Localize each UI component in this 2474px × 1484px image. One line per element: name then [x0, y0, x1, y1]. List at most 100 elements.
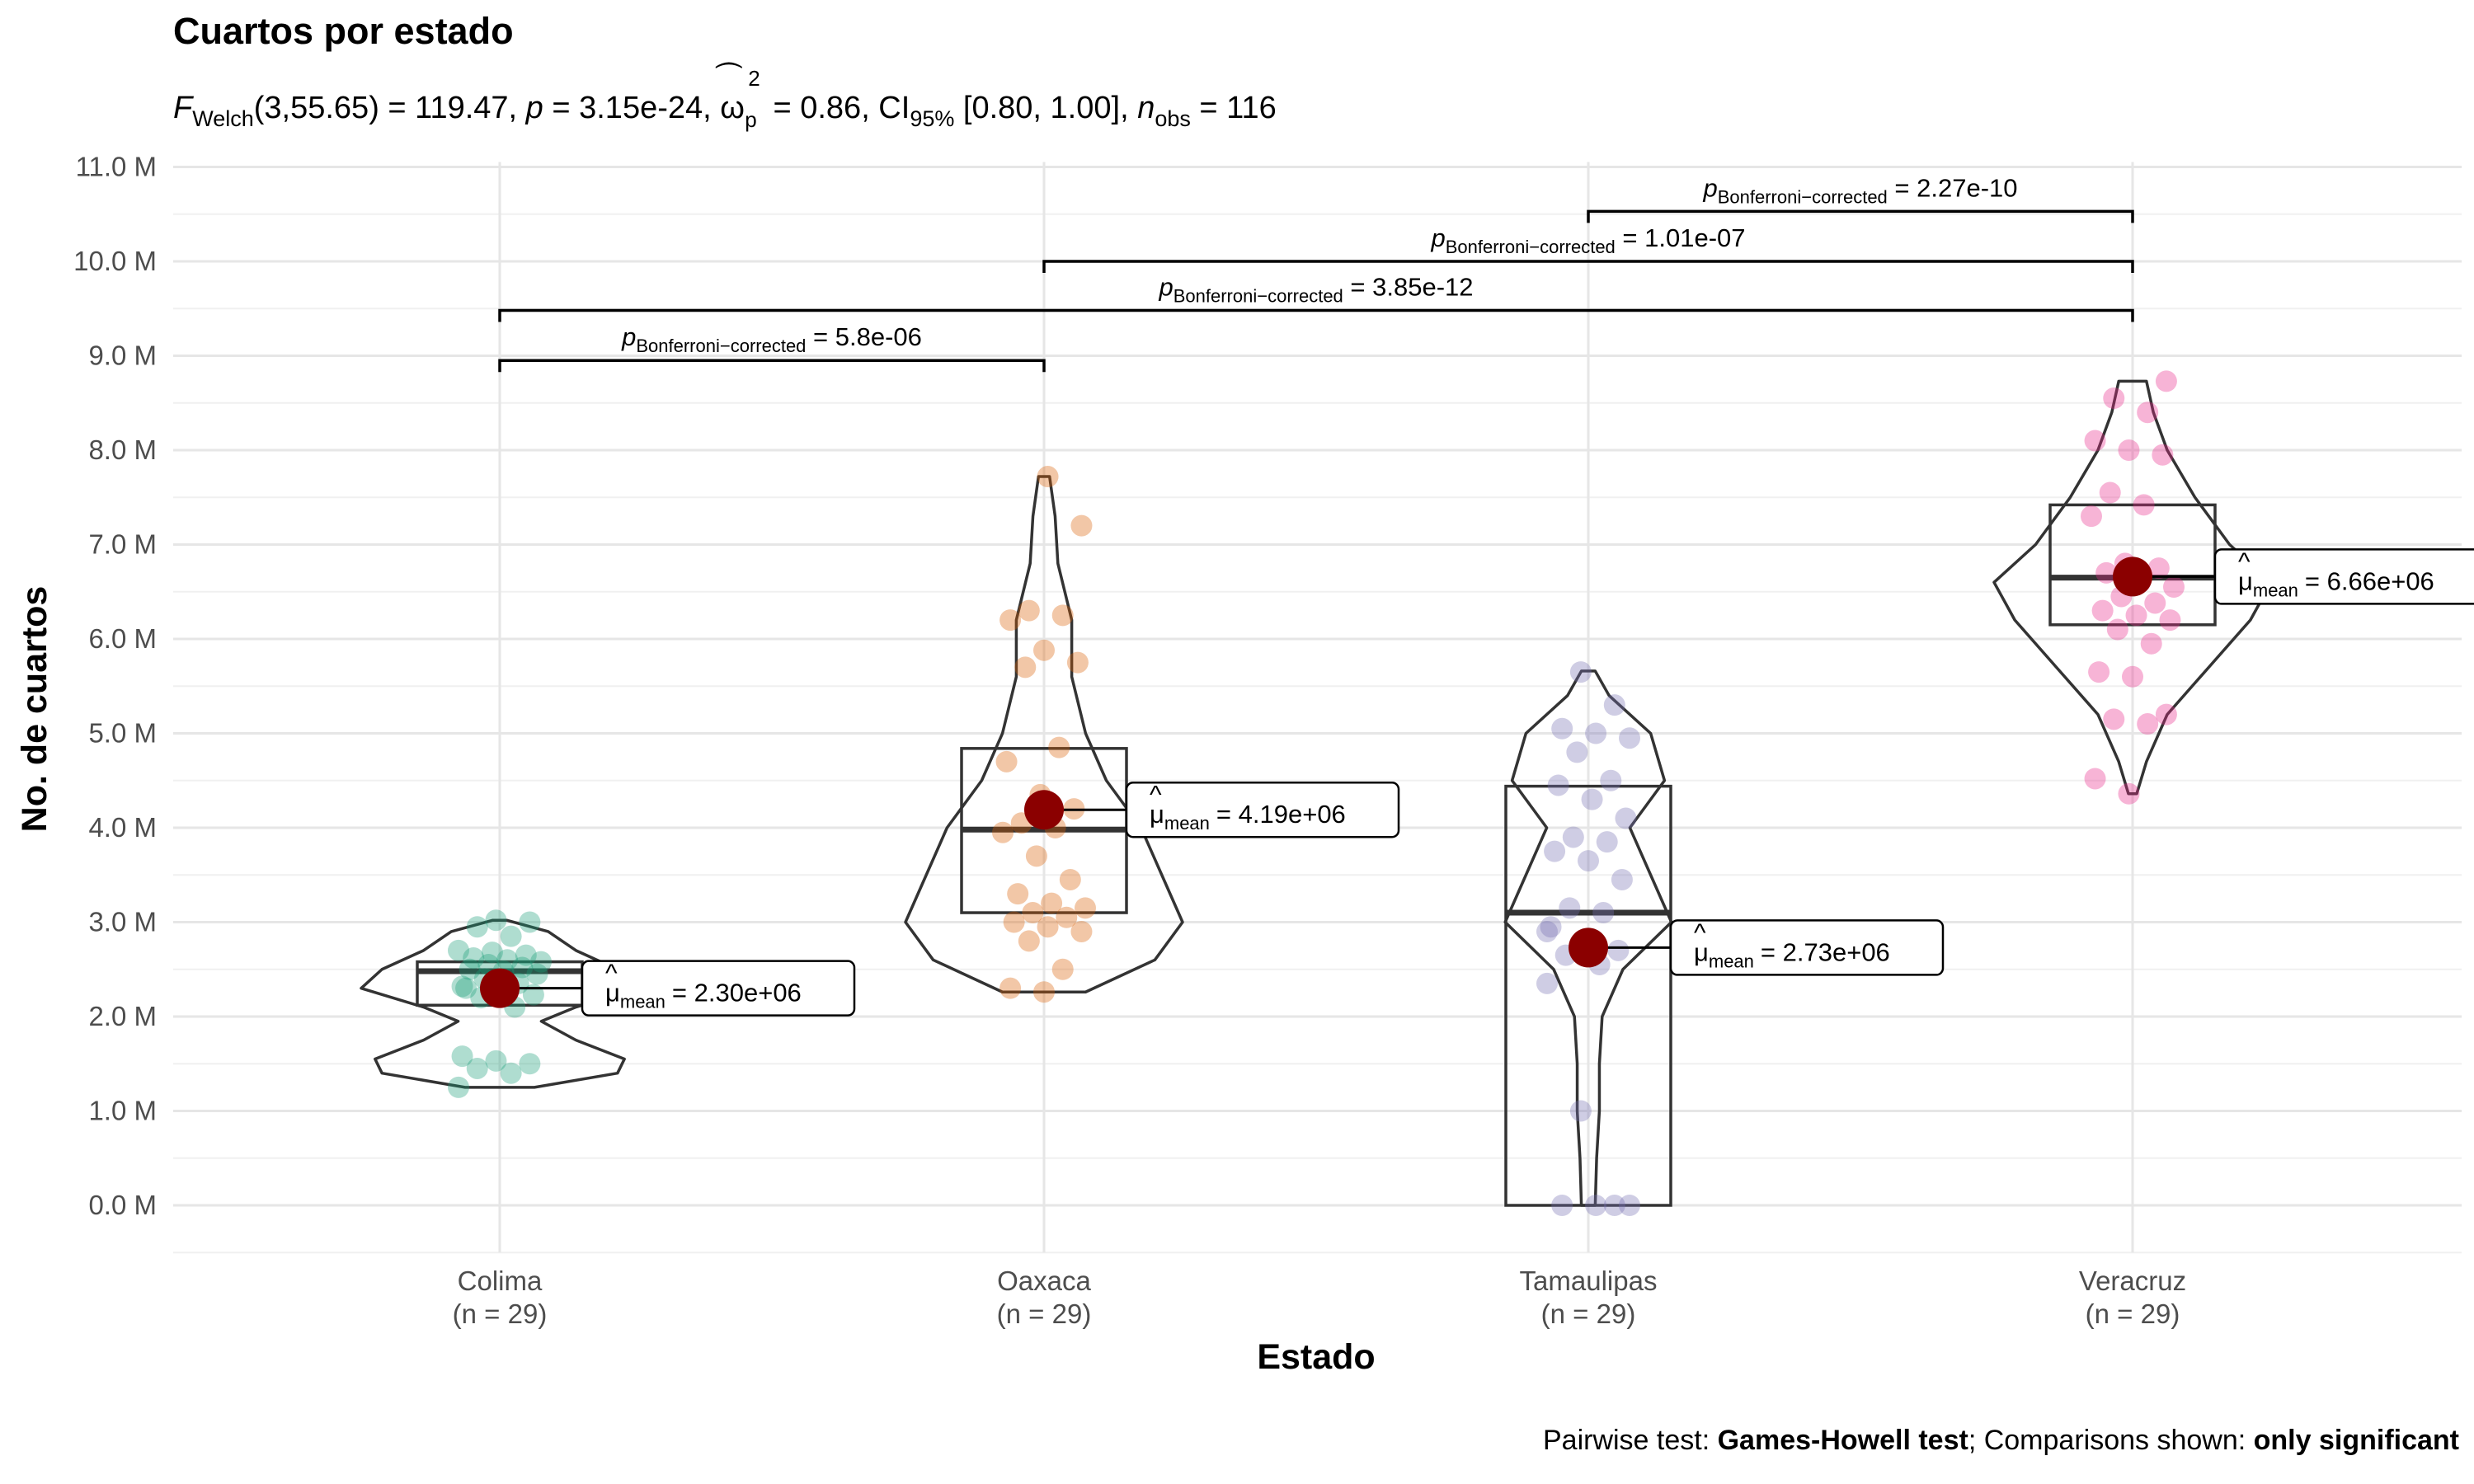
data-point — [2152, 444, 2174, 466]
data-point — [1547, 774, 1569, 796]
mean-label-tamaulipas: μmean = 2.73e+06 — [1694, 937, 1890, 971]
data-point — [995, 750, 1018, 773]
data-point — [1022, 902, 1044, 924]
data-point — [2118, 439, 2140, 461]
axis-layer: 0.0 M 1.0 M 2.0 M 3.0 M 4.0 M 5.0 M 6.0 M 7.0 M… — [73, 152, 2186, 1330]
comparison-sub: Bonferroni−corrected — [1446, 237, 1616, 257]
data-point — [1585, 1195, 1607, 1216]
x-tick-label: Colima — [458, 1266, 543, 1296]
omega-sub: p — [745, 107, 757, 132]
data-point — [1041, 892, 1063, 914]
comparison-bracket — [498, 359, 1046, 373]
data-point — [2081, 505, 2102, 528]
comparison-label: pBonferroni−corrected = 2.27e-10 — [1702, 173, 2017, 207]
n-sub: obs — [1155, 106, 1191, 131]
data-point — [2133, 494, 2155, 516]
data-point — [1014, 656, 1037, 679]
mean-label-box — [2213, 548, 2474, 605]
violin-layer — [360, 379, 2273, 1207]
mean-label-value: = 2.30e+06 — [672, 979, 802, 1007]
data-point — [2084, 430, 2106, 452]
data-point — [1581, 788, 1603, 810]
data-point — [2099, 481, 2121, 504]
data-point — [455, 977, 477, 999]
data-point — [2084, 768, 2106, 790]
comparison-label: pBonferroni−corrected = 1.01e-07 — [1430, 223, 1745, 257]
data-point — [519, 1053, 541, 1075]
data-point — [496, 949, 519, 971]
p-value: = 3.15e-24, — [543, 91, 721, 125]
ci-sub: 95% — [910, 106, 955, 131]
y-tick-label: 5.0 M — [88, 718, 157, 749]
caption-test: Games-Howell test — [1717, 1425, 1968, 1456]
x-tick-n-label: (n = 29) — [997, 1298, 1092, 1329]
mean-label-sub: mean — [1164, 813, 1210, 834]
data-point — [2137, 713, 2159, 735]
x-tick-label: Oaxaca — [997, 1266, 1091, 1296]
n-value: = 116 — [1190, 91, 1277, 125]
comparison-value: = 5.8e-06 — [806, 322, 921, 351]
comparison-p: p — [1158, 273, 1173, 302]
x-axis-title: Estado — [1257, 1337, 1375, 1377]
x-tick-n-label: (n = 29) — [2086, 1298, 2180, 1329]
data-point — [1070, 514, 1093, 537]
y-tick-label: 7.0 M — [88, 529, 157, 560]
x-tick-n-label: (n = 29) — [1541, 1298, 1636, 1329]
comparison-value: = 3.85e-12 — [1343, 273, 1474, 302]
data-point — [530, 951, 552, 973]
data-point — [1551, 1195, 1573, 1216]
data-point — [1536, 920, 1558, 942]
data-point — [1611, 868, 1633, 890]
data-point — [448, 939, 469, 961]
data-point — [999, 609, 1022, 632]
omega-sup: 2 — [748, 66, 760, 91]
data-point — [515, 944, 537, 966]
data-point — [1025, 845, 1047, 867]
data-point — [1559, 897, 1581, 919]
mean-label-mu: μ — [1150, 800, 1164, 829]
data-point — [2155, 703, 2177, 726]
comparison-layer: pBonferroni−corrected = 5.8e-06pBonferro… — [498, 173, 2134, 373]
caption-shown: only significant — [2253, 1425, 2459, 1456]
data-point — [999, 977, 1022, 999]
chart-caption: Pairwise test: Games-Howell test; Compar… — [1543, 1425, 2459, 1457]
box-layer — [416, 503, 2217, 1207]
y-tick-label: 9.0 M — [88, 340, 157, 371]
y-tick-label: 2.0 M — [88, 1001, 157, 1031]
data-point — [519, 911, 541, 933]
data-point — [2159, 609, 2181, 632]
data-point — [1562, 826, 1584, 848]
data-point — [1569, 661, 1592, 683]
mean-label-box — [1125, 781, 1400, 838]
y-tick-label: 8.0 M — [88, 434, 157, 465]
mean-label-value: = 2.73e+06 — [1761, 937, 1890, 966]
mean-point-colima — [480, 968, 520, 1008]
chart-title: Cuartos por estado — [173, 10, 514, 52]
data-point — [1619, 1195, 1640, 1216]
mean-hat: ^ — [1150, 780, 1162, 809]
data-point — [451, 1045, 473, 1068]
data-point — [1585, 722, 1607, 744]
x-tick-label: Veracruz — [2079, 1266, 2186, 1296]
data-point — [459, 958, 481, 980]
mean-label-box — [581, 960, 856, 1017]
data-point — [2106, 618, 2128, 641]
comparison-sub: Bonferroni−corrected — [1718, 186, 1888, 207]
data-point — [1018, 599, 1040, 622]
data-point — [463, 947, 485, 970]
mean-layer: μmean = 2.30e+06^μmean = 4.19e+06^μmean = 2… — [480, 547, 2474, 1017]
data-point — [1607, 939, 1630, 961]
mean-label-value: = 6.66e+06 — [2305, 566, 2434, 595]
f-sub: Welch — [192, 106, 254, 131]
data-point — [2118, 782, 2140, 805]
mean-label-sub: mean — [620, 992, 666, 1012]
y-tick-label: 10.0 M — [73, 246, 157, 276]
data-point — [500, 925, 522, 947]
comparison-p: p — [621, 322, 636, 351]
p-symbol: p — [525, 91, 543, 125]
caption-prefix: Pairwise test: — [1542, 1425, 1718, 1456]
data-point — [1551, 717, 1573, 740]
mean-hat: ^ — [2238, 547, 2251, 575]
caption-middle: ; Comparisons shown: — [1968, 1425, 2254, 1456]
data-point — [1056, 906, 1078, 928]
